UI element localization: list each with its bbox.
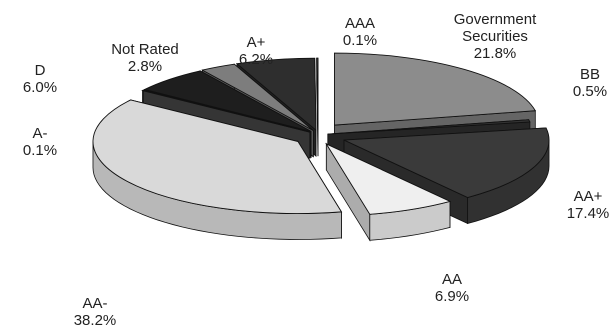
slice-label-bb: BB 0.5% [573, 66, 607, 100]
slice-bb [327, 119, 531, 135]
slice-aa [325, 142, 452, 215]
pie-tops [92, 52, 550, 215]
slice-aa- [343, 127, 550, 198]
slice-label-a-: A+ 6.2% [239, 34, 273, 68]
slice-label-aaa: AAA 0.1% [343, 15, 377, 49]
slice-label-aa: AA 6.9% [435, 271, 469, 305]
slice-label-aa-: AA+ 17.4% [567, 188, 610, 222]
slice-label-government-securities: Government Securities 21.8% [454, 11, 537, 62]
slice-label-aa-: AA-38.2% [74, 295, 117, 329]
slice-label-a-: A-0.1% [23, 125, 57, 159]
slice-label-not-rated: Not Rated 2.8% [111, 41, 179, 75]
slice-aaa [316, 57, 319, 131]
slice-aa- [92, 99, 343, 214]
slice-label-d: D 6.0% [23, 62, 57, 96]
slice-government-securities [333, 52, 537, 126]
slice-d [143, 70, 312, 132]
slice-a- [141, 89, 310, 133]
pie-labels: Government Securities 21.8% BB 0.5% AA+ 17.4% A… [23, 11, 609, 329]
slice-not-rated [201, 63, 314, 132]
slice-a- [235, 57, 317, 132]
